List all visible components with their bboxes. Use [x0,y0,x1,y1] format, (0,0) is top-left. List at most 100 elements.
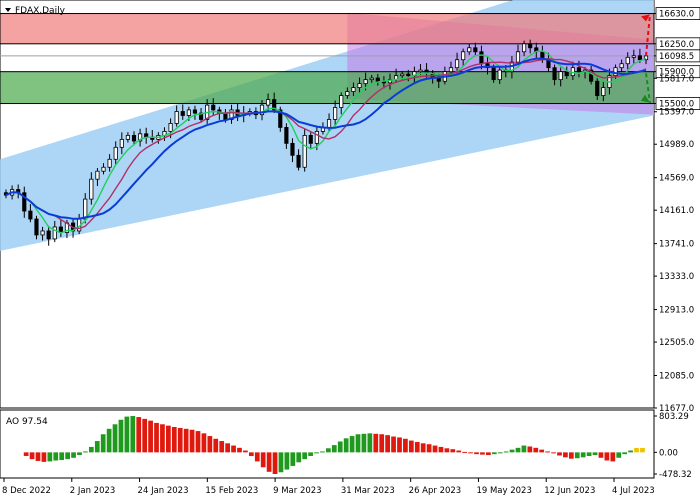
ao-bar [491,452,497,455]
price-level-box [655,7,700,20]
ao-bar [65,452,70,460]
y-tick-label: 14161.0 [659,206,694,216]
ao-bar [610,452,616,462]
candle-body [52,226,57,240]
candle-body [314,131,319,144]
ao-bar [243,450,248,453]
ao-bar [367,433,373,453]
ao-bar [136,417,142,453]
ao-bar [201,433,207,453]
ao-bar [272,452,278,474]
ao-bar [361,433,367,453]
ao-bar [320,451,325,453]
candle-body [515,51,521,63]
candle-body [333,107,338,120]
ao-bar [23,452,29,456]
ao-bar [183,428,189,453]
candle-body [637,55,642,61]
candle-body [95,170,100,180]
ao-bar [486,452,491,456]
ao-bar [195,431,201,453]
price-level-box [655,97,700,110]
ao-bar [628,450,633,453]
ao-bar [35,452,41,461]
candle-body [643,55,649,61]
ao-bar [634,447,639,453]
candle-body [528,43,533,49]
candle-body [454,59,460,69]
symbol-title: FDAX,Daily [5,6,66,16]
ao-bar [59,452,65,461]
x-tick-label: 2 Jan 2023 [70,486,116,496]
ao-bar [219,441,225,453]
candle-body [625,56,630,65]
candle-body [345,91,350,96]
ao-bar [580,452,586,458]
ma-medium-line [5,57,647,230]
ao-bar [563,452,568,458]
ao-bar [248,452,254,456]
ao-bar [622,452,628,455]
candle-body [491,67,496,81]
ao-bar [314,452,319,454]
y-tick-label: 12085.0 [659,372,694,382]
x-tick-label: 31 Mar 2023 [341,486,395,496]
ao-bar [640,447,645,453]
ao-bar [77,452,82,456]
candle-body [83,198,88,220]
ao-bar [29,452,35,460]
candle-body [119,138,124,148]
candle-body [125,134,130,140]
ao-bar [468,452,473,454]
y-tick-label: 14989.0 [659,140,694,150]
ao-tick-label: -478.32 [659,470,692,480]
ao-bar [598,452,604,458]
candle-body [308,134,313,144]
ao-bar [290,452,296,466]
ao-bar [515,447,521,453]
candle-body [266,99,271,106]
ao-bar [231,445,236,453]
candle-body [357,83,362,89]
y-tick-label: 13741.0 [659,240,694,250]
ao-bar [444,448,450,453]
ao-bar [207,436,213,453]
ao-bar [521,445,527,453]
price-level-box [655,65,700,79]
candle-body [46,230,51,240]
ao-bar [456,450,462,453]
resistance-zone [0,13,655,45]
ao-bar [568,452,574,459]
symbol-title-text: FDAX,Daily [15,6,66,16]
candle-body [131,134,137,142]
candle-body [101,166,106,172]
candle-body [375,77,380,82]
candle-body [400,73,405,77]
y-tick-label: 16630.0 [659,10,694,20]
ao-bar [592,452,598,456]
ao-bar [106,428,112,453]
ao-bar [118,419,124,453]
ao-bar [337,441,343,453]
candle-body [461,51,466,61]
ao-bar [213,438,219,453]
candle-body [192,109,198,114]
x-tick-label: 19 May 2023 [476,486,531,496]
candle-body [284,127,289,144]
x-tick-label: 12 Jun 2023 [544,486,595,496]
ao-bar [574,452,580,459]
ao-bar [474,452,479,455]
dropdown-triangle-icon[interactable] [5,8,11,12]
ao-tick-label: 0.00 [659,448,678,458]
candle-body [198,112,204,120]
candle-body [40,230,45,236]
candle-body [326,119,332,128]
ao-tick-label: 803.29 [659,412,689,422]
ao-bar [432,445,438,453]
candle-body [552,67,557,81]
candle-body [497,69,502,81]
price-level-box [655,49,700,63]
support-zone [0,71,655,105]
ao-bar [497,452,503,454]
candle-body [296,154,301,168]
